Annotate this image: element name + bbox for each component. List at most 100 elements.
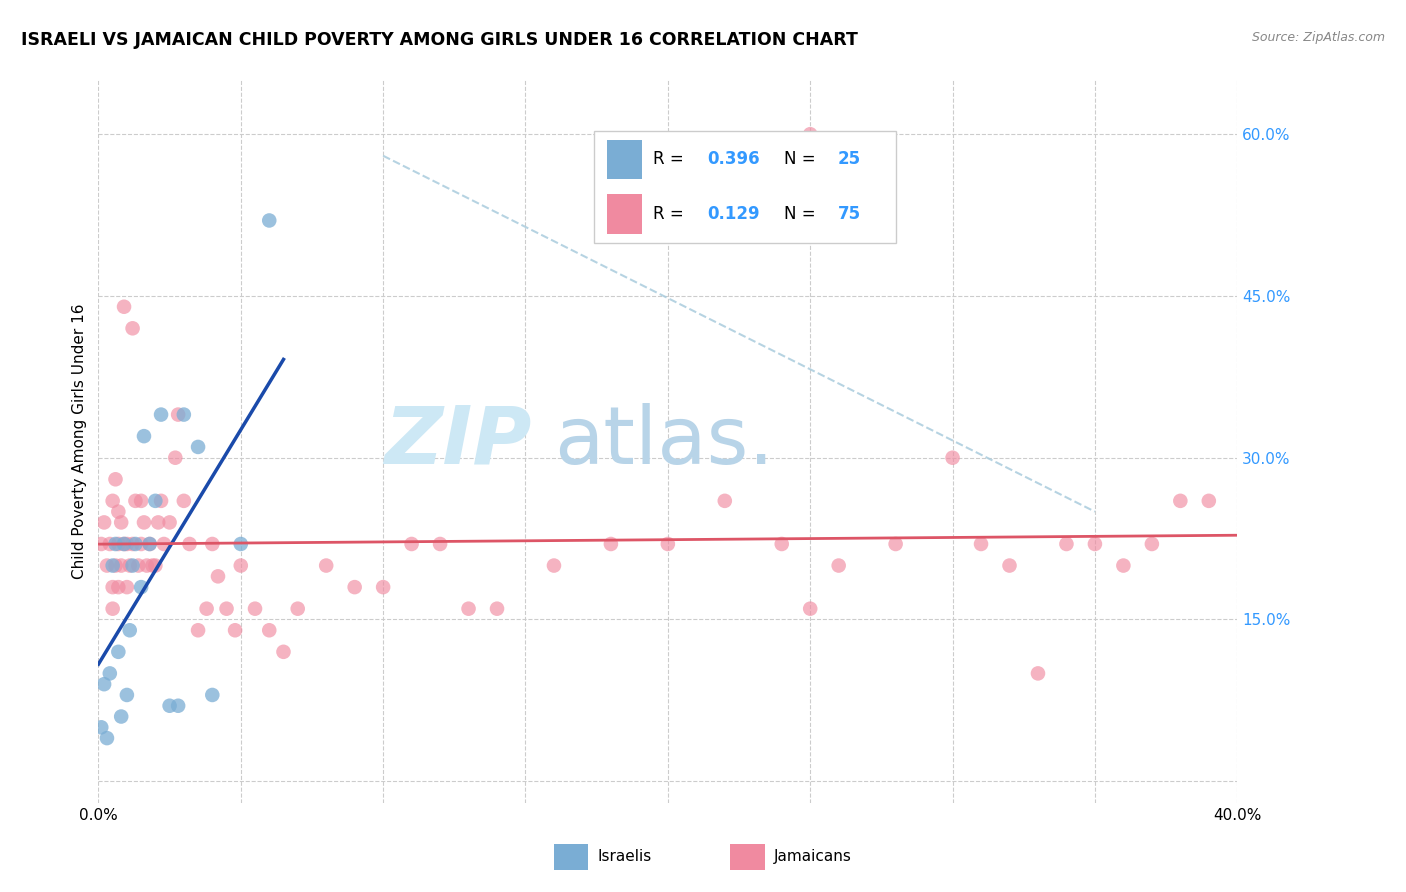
Point	[714, 493, 737, 508]
Point	[1112, 558, 1135, 573]
Point	[112, 537, 135, 551]
Point	[229, 558, 252, 573]
Point	[187, 440, 209, 454]
Point	[121, 321, 143, 335]
Point	[96, 558, 118, 573]
Text: ZIP: ZIP	[384, 402, 531, 481]
Text: 0.129: 0.129	[707, 205, 761, 223]
Point	[970, 537, 993, 551]
Point	[215, 601, 238, 615]
Y-axis label: Child Poverty Among Girls Under 16: Child Poverty Among Girls Under 16	[72, 304, 87, 579]
Point	[118, 624, 141, 638]
Point	[429, 537, 451, 551]
Point	[98, 537, 121, 551]
Point	[93, 516, 115, 530]
Point	[373, 580, 395, 594]
Point	[90, 720, 112, 734]
Text: R =: R =	[652, 205, 689, 223]
Point	[115, 537, 138, 551]
Point	[173, 408, 195, 422]
Point	[124, 537, 146, 551]
Point	[145, 558, 167, 573]
Text: N =: N =	[785, 205, 821, 223]
Point	[96, 731, 118, 745]
Point	[315, 558, 337, 573]
Point	[153, 537, 176, 551]
Point	[150, 408, 173, 422]
Bar	[607, 194, 641, 235]
FancyBboxPatch shape	[593, 131, 896, 243]
Point	[124, 493, 146, 508]
Point	[148, 516, 170, 530]
Point	[132, 429, 155, 443]
Point	[273, 645, 295, 659]
Point	[101, 580, 124, 594]
Point	[195, 601, 218, 615]
Point	[112, 537, 135, 551]
Bar	[731, 844, 765, 870]
Point	[121, 558, 143, 573]
Point	[138, 537, 160, 551]
Point	[1198, 493, 1220, 508]
Text: ISRAELI VS JAMAICAN CHILD POVERTY AMONG GIRLS UNDER 16 CORRELATION CHART: ISRAELI VS JAMAICAN CHILD POVERTY AMONG …	[21, 31, 858, 49]
Point	[129, 537, 152, 551]
Point	[110, 558, 132, 573]
Point	[101, 493, 124, 508]
Point	[1026, 666, 1049, 681]
Point	[1140, 537, 1163, 551]
Text: Israelis: Israelis	[598, 849, 651, 864]
Point	[179, 537, 201, 551]
Point	[799, 127, 821, 141]
Point	[132, 516, 155, 530]
Point	[159, 516, 181, 530]
Point	[107, 645, 129, 659]
Point	[287, 601, 309, 615]
Point	[224, 624, 246, 638]
Point	[110, 709, 132, 723]
Point	[115, 580, 138, 594]
Text: Source: ZipAtlas.com: Source: ZipAtlas.com	[1251, 31, 1385, 45]
Point	[828, 558, 851, 573]
Point	[129, 493, 152, 508]
Point	[107, 580, 129, 594]
Point	[942, 450, 965, 465]
Bar	[554, 844, 588, 870]
Point	[112, 300, 135, 314]
Point	[457, 601, 479, 615]
Point	[1170, 493, 1192, 508]
Bar	[607, 139, 641, 179]
Point	[101, 601, 124, 615]
Point	[165, 450, 187, 465]
Text: 0.396: 0.396	[707, 151, 761, 169]
Point	[657, 537, 679, 551]
Text: R =: R =	[652, 151, 689, 169]
Point	[104, 472, 127, 486]
Text: N =: N =	[785, 151, 821, 169]
Point	[90, 537, 112, 551]
Point	[259, 213, 281, 227]
Point	[1084, 537, 1107, 551]
Point	[207, 569, 229, 583]
Point	[998, 558, 1021, 573]
Point	[110, 516, 132, 530]
Point	[201, 688, 224, 702]
Point	[543, 558, 565, 573]
Point	[107, 505, 129, 519]
Point	[107, 537, 129, 551]
Point	[884, 537, 907, 551]
Point	[121, 537, 143, 551]
Point	[150, 493, 173, 508]
Point	[118, 558, 141, 573]
Point	[135, 558, 157, 573]
Point	[141, 558, 163, 573]
Point	[145, 493, 167, 508]
Point	[159, 698, 181, 713]
Text: atlas.: atlas.	[554, 402, 773, 481]
Text: 25: 25	[838, 151, 860, 169]
Text: 75: 75	[838, 205, 860, 223]
Point	[259, 624, 281, 638]
Point	[243, 601, 266, 615]
Point	[138, 537, 160, 551]
Point	[486, 601, 509, 615]
Point	[115, 688, 138, 702]
